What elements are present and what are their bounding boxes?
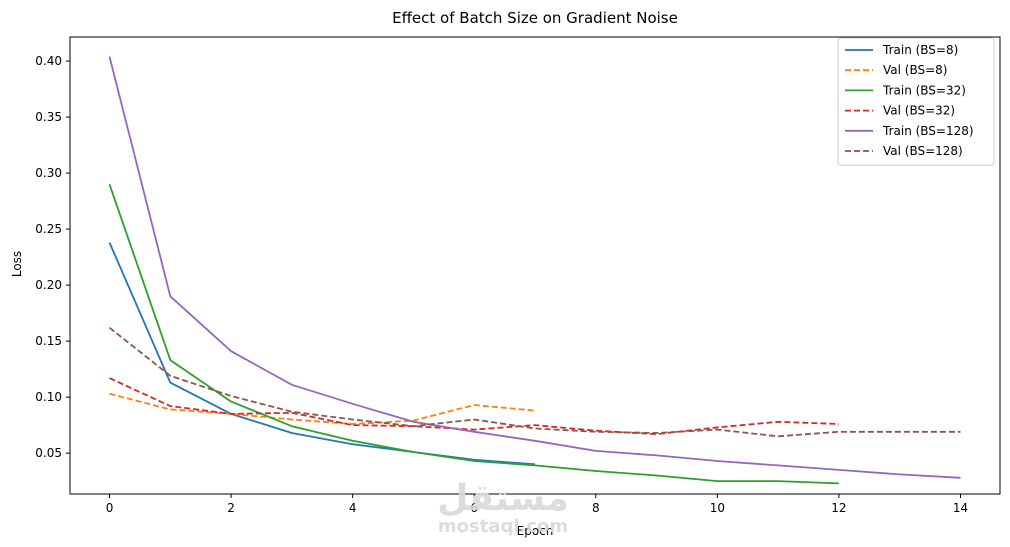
watermark: مستقل mostaql.com — [437, 478, 569, 537]
series-line-0 — [108, 242, 536, 466]
y-tick-label: 0.15 — [35, 334, 62, 348]
legend-box — [837, 37, 995, 166]
series-line-5 — [108, 326, 961, 438]
series-line-3 — [109, 377, 839, 436]
legend: Train (BS=8) Val (BS=8) Train (BS=32) Val (… — [837, 37, 995, 166]
series-line-2 — [108, 184, 839, 485]
y-tick-label: 0.05 — [35, 446, 62, 460]
legend-label: Val (BS=32) — [883, 104, 955, 118]
y-tick-label: 0.30 — [35, 166, 62, 180]
x-tick-label: 6 — [470, 501, 478, 515]
x-tick-label: 2 — [227, 501, 235, 515]
x-tick-label: 0 — [106, 501, 114, 515]
series-line-1 — [109, 392, 536, 425]
legend-label: Train (BS=128) — [882, 124, 974, 138]
y-tick-label: 0.40 — [35, 54, 62, 68]
y-tick-label: 0.35 — [35, 110, 62, 124]
x-tick-label: 12 — [831, 501, 846, 515]
chart-title: Effect of Batch Size on Gradient Noise — [392, 9, 678, 27]
series-layer — [108, 56, 961, 485]
series-line-4 — [108, 56, 961, 479]
x-tick-label: 8 — [592, 501, 600, 515]
x-tick-label: 10 — [710, 501, 725, 515]
legend-label: Val (BS=8) — [883, 63, 947, 77]
x-tick-label: 4 — [349, 501, 357, 515]
legend-label: Train (BS=32) — [882, 83, 966, 97]
y-tick-label: 0.25 — [35, 222, 62, 236]
axes-frame — [69, 36, 1001, 495]
watermark-arabic: مستقل — [437, 478, 569, 519]
axes-layer: 0 2 4 6 8 10 12 14 0.05 0.10 0.15 0.20 0.25 0.30 0.35 0… — [35, 36, 1001, 515]
y-tick-label: 0.10 — [35, 390, 62, 404]
y-axis-label: Loss — [10, 251, 24, 277]
y-tick-label: 0.20 — [35, 278, 62, 292]
legend-label: Val (BS=128) — [883, 144, 963, 158]
legend-label: Train (BS=8) — [882, 43, 958, 57]
watermark-latin: mostaql.com — [438, 516, 568, 537]
x-tick-label: 14 — [953, 501, 968, 515]
x-axis-label: Epoch — [517, 524, 554, 538]
